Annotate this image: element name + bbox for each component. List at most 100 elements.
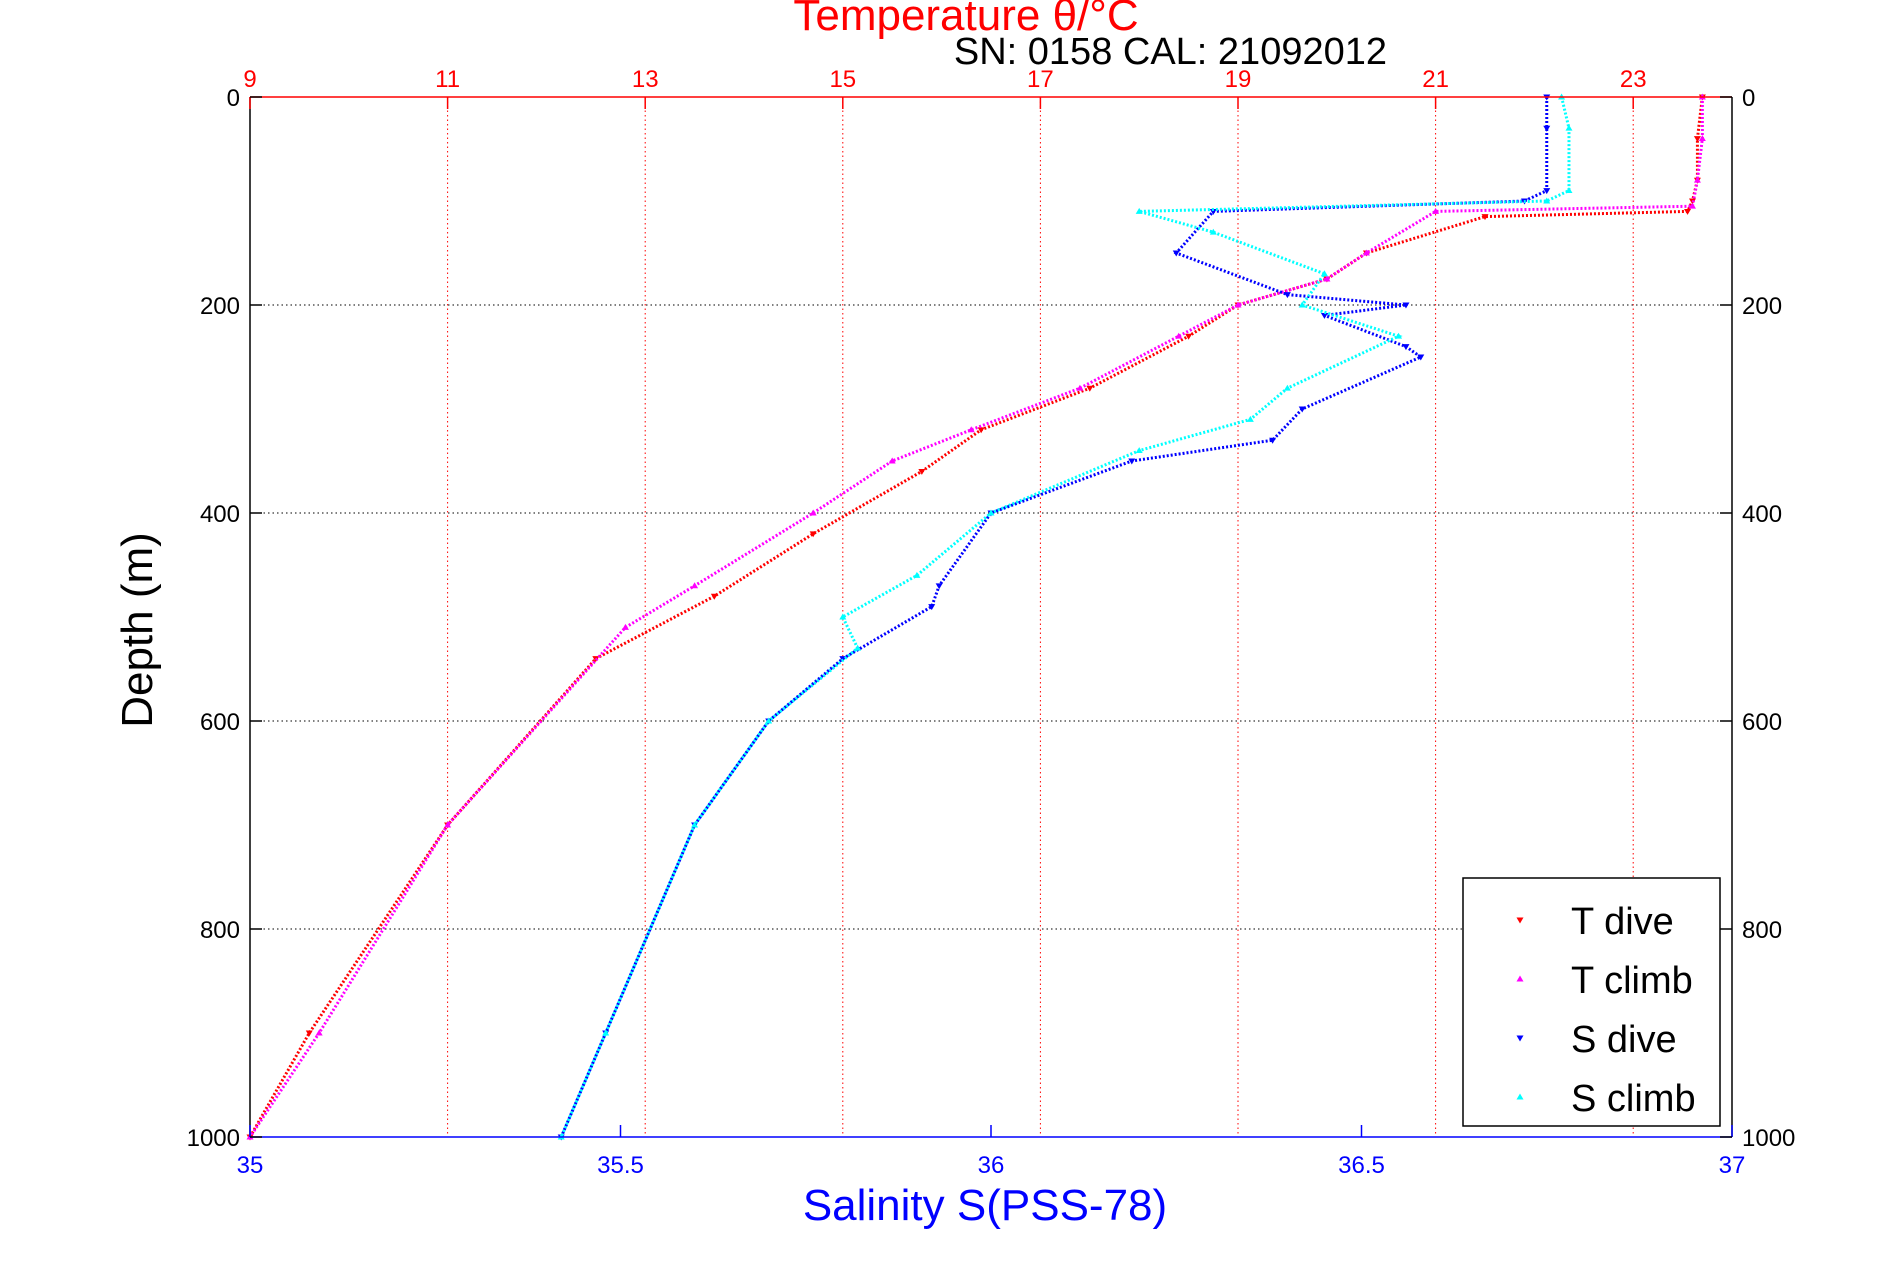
bottom-tick-label-35: 35 xyxy=(237,1152,264,1179)
bottom-tick-label-35.5: 35.5 xyxy=(597,1152,644,1179)
data-point xyxy=(1298,301,1306,308)
legend-marker xyxy=(1516,975,1524,982)
data-point xyxy=(1172,250,1180,257)
data-point xyxy=(1698,135,1706,142)
data-point xyxy=(1693,136,1701,143)
left-tick-label-400: 400 xyxy=(200,501,240,528)
left-tick-label-1000: 1000 xyxy=(187,1125,240,1152)
y-axis-label: Depth (m) xyxy=(113,532,162,728)
right-tick-label-600: 600 xyxy=(1742,709,1782,736)
data-point xyxy=(1175,332,1183,339)
legend-label: S dive xyxy=(1571,1019,1677,1061)
top-tick-label-9: 9 xyxy=(243,66,256,93)
top-tick-label-15: 15 xyxy=(829,66,856,93)
right-tick-label-400: 400 xyxy=(1742,501,1782,528)
series-s-dive xyxy=(557,94,1551,1141)
top-tick-label-21: 21 xyxy=(1422,66,1449,93)
data-point xyxy=(1543,125,1551,132)
data-point xyxy=(1402,344,1410,351)
data-point xyxy=(1283,384,1291,391)
data-point xyxy=(1481,214,1489,221)
data-point xyxy=(1565,187,1573,194)
data-point xyxy=(1402,302,1410,309)
data-point xyxy=(305,1030,313,1037)
data-point xyxy=(913,571,921,578)
data-point xyxy=(1135,207,1143,214)
data-point xyxy=(1320,270,1328,277)
data-point xyxy=(691,582,699,589)
series-line xyxy=(559,97,1549,1138)
data-layer xyxy=(246,93,1706,1141)
series-line xyxy=(559,96,1571,1138)
data-point xyxy=(1298,406,1306,413)
data-point xyxy=(928,604,936,611)
data-point xyxy=(710,593,718,600)
chart-title: Temperature θ/°C xyxy=(793,0,1138,40)
axes: 9 11 13 15 17 19 21 23 35 35.5 36 36.5 37 0 0 200 200 400… xyxy=(187,66,1796,1179)
data-point xyxy=(977,427,985,434)
data-point xyxy=(1246,415,1254,422)
data-point xyxy=(809,509,817,516)
legend: T dive T climb S dive S climb xyxy=(1462,877,1721,1127)
series-line xyxy=(248,97,1704,1138)
data-point xyxy=(1185,333,1193,340)
top-tick-label-13: 13 xyxy=(632,66,659,93)
data-point xyxy=(809,531,817,538)
legend-box xyxy=(1462,877,1721,1127)
data-point xyxy=(1432,207,1440,214)
data-point xyxy=(1543,188,1551,195)
data-point xyxy=(1684,208,1692,215)
top-tick-label-23: 23 xyxy=(1620,66,1647,93)
left-tick-label-600: 600 xyxy=(200,709,240,736)
data-point xyxy=(1283,292,1291,299)
chart-subtitle: SN: 0158 CAL: 21092012 xyxy=(954,31,1387,73)
data-point xyxy=(444,821,452,828)
right-tick-label-1000: 1000 xyxy=(1742,1125,1795,1152)
data-point xyxy=(1323,275,1331,282)
data-point xyxy=(1076,384,1084,391)
legend-marker xyxy=(1516,1035,1524,1042)
top-tick-label-19: 19 xyxy=(1225,66,1252,93)
text-layer: Temperature θ/°C SN: 0158 CAL: 21092012 … xyxy=(113,0,1387,1230)
data-point xyxy=(1086,385,1094,392)
data-point xyxy=(691,821,699,828)
data-point xyxy=(1320,312,1328,319)
data-point xyxy=(765,717,773,724)
data-point xyxy=(918,468,926,475)
right-tick-label-200: 200 xyxy=(1742,293,1782,320)
data-point xyxy=(1269,437,1277,444)
legend-marker xyxy=(1516,1093,1524,1100)
data-point xyxy=(1209,208,1217,215)
legend-label: T dive xyxy=(1571,901,1674,943)
data-point xyxy=(1543,197,1551,204)
legend-label: T climb xyxy=(1571,960,1693,1002)
data-point xyxy=(888,457,896,464)
data-point xyxy=(1209,228,1217,235)
series-t-climb xyxy=(246,93,1706,1140)
bottom-tick-label-37: 37 xyxy=(1719,1152,1746,1179)
right-tick-label-800: 800 xyxy=(1742,917,1782,944)
data-point xyxy=(854,644,862,651)
data-point xyxy=(1135,447,1143,454)
data-point xyxy=(839,613,847,620)
data-point xyxy=(1128,458,1136,465)
left-tick-label-0: 0 xyxy=(227,85,240,112)
data-point xyxy=(1417,354,1425,361)
legend-label: S climb xyxy=(1571,1078,1696,1120)
x-axis-label: Salinity S(PSS-78) xyxy=(803,1181,1167,1230)
right-tick-label-0: 0 xyxy=(1742,85,1755,112)
left-tick-label-200: 200 xyxy=(200,293,240,320)
data-point xyxy=(1234,301,1242,308)
bottom-tick-label-36: 36 xyxy=(978,1152,1005,1179)
top-tick-label-17: 17 xyxy=(1027,66,1054,93)
data-point xyxy=(602,1029,610,1036)
data-point xyxy=(1565,124,1573,131)
data-point xyxy=(967,426,975,433)
data-point xyxy=(1693,176,1701,183)
data-point xyxy=(1395,332,1403,339)
bottom-tick-label-36.5: 36.5 xyxy=(1338,1152,1385,1179)
data-point xyxy=(1688,202,1696,209)
data-point xyxy=(935,583,943,590)
legend-marker xyxy=(1516,917,1524,924)
